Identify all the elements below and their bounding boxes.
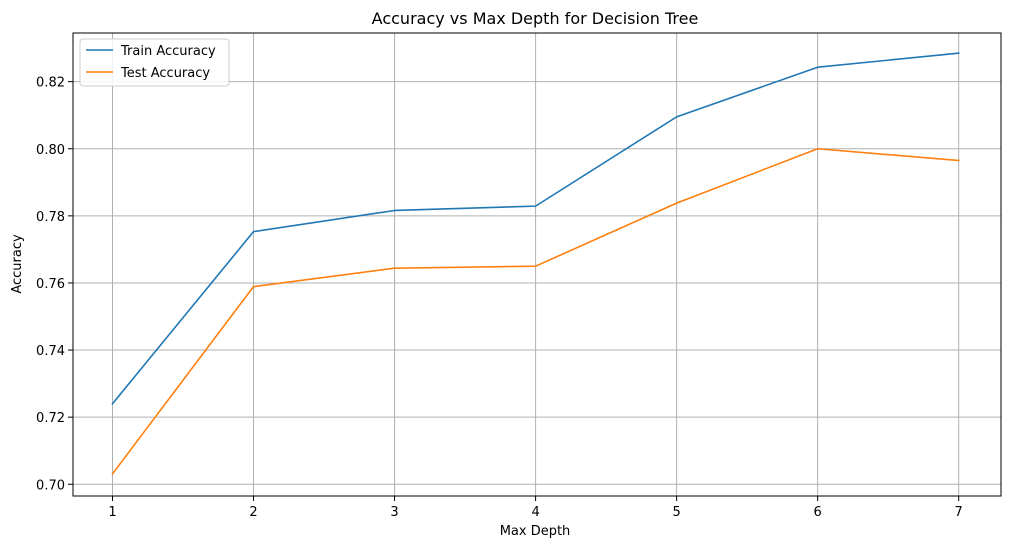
series-line-test — [111, 147, 960, 475]
y-tick-label: 0.70 — [36, 478, 65, 493]
x-axis-ticks: 1 2 3 4 5 6 7 — [108, 496, 963, 520]
y-tick-label: 0.76 — [36, 277, 65, 292]
y-axis-ticks: 0.70 0.72 0.74 0.76 0.78 0.80 0.82 — [36, 76, 73, 493]
chart-title: Accuracy vs Max Depth for Decision Tree — [372, 9, 699, 28]
legend: Train Accuracy Test Accuracy — [79, 38, 230, 87]
legend-box — [79, 38, 230, 87]
y-tick-label: 0.80 — [36, 143, 65, 158]
legend-label-test: Test Accuracy — [120, 66, 210, 81]
x-tick-label: 3 — [390, 505, 398, 520]
y-tick-label: 0.72 — [36, 411, 65, 426]
y-tick-label: 0.74 — [36, 344, 65, 359]
y-tick-label: 0.78 — [36, 210, 65, 225]
series-line-train — [111, 52, 960, 405]
x-tick-label: 1 — [108, 505, 116, 520]
x-tick-label: 7 — [955, 505, 963, 520]
plot-frame — [72, 32, 1002, 497]
x-tick-label: 5 — [672, 505, 680, 520]
y-axis-label: Accuracy — [10, 234, 25, 294]
series-lines — [111, 52, 960, 475]
x-tick-label: 6 — [814, 505, 822, 520]
x-tick-label: 4 — [531, 505, 539, 520]
x-axis-label: Max Depth — [500, 524, 571, 539]
x-tick-label: 2 — [249, 505, 257, 520]
legend-label-train: Train Accuracy — [120, 44, 216, 59]
grid-lines — [73, 33, 1001, 496]
y-tick-label: 0.82 — [36, 76, 65, 91]
